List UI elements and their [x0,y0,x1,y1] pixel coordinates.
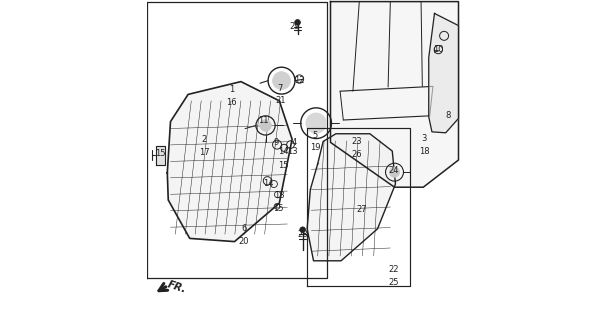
Text: 25: 25 [388,278,399,287]
Circle shape [273,72,291,90]
Text: 22: 22 [388,265,399,274]
Text: 28: 28 [297,230,308,239]
Text: 15: 15 [273,204,284,213]
Circle shape [389,167,400,177]
Text: 4: 4 [292,138,297,147]
Polygon shape [167,82,292,242]
Text: 9: 9 [273,138,279,147]
Text: 21: 21 [275,96,286,105]
Text: 17: 17 [199,148,210,156]
Text: 6: 6 [242,224,247,233]
Text: 27: 27 [356,205,367,214]
Circle shape [306,113,326,133]
Text: 12: 12 [294,76,305,85]
Text: FR.: FR. [166,280,187,295]
Circle shape [300,227,305,233]
Text: 18: 18 [419,147,430,156]
Polygon shape [330,2,459,187]
Circle shape [295,20,300,25]
Text: 13: 13 [287,147,297,156]
Text: 2: 2 [202,135,207,144]
Text: 29: 29 [289,22,300,31]
Text: 15: 15 [154,149,165,158]
Text: 14: 14 [264,179,274,188]
Text: 24: 24 [388,166,399,175]
Text: 23: 23 [352,137,362,146]
Polygon shape [307,134,395,261]
Text: 26: 26 [352,150,362,159]
Text: 19: 19 [310,143,321,152]
Text: 20: 20 [239,237,249,246]
Text: 11: 11 [258,116,268,124]
Text: 3: 3 [422,134,427,143]
Text: 14: 14 [278,147,289,156]
Polygon shape [156,146,165,165]
Text: 1: 1 [229,85,234,94]
Text: 15: 15 [278,161,289,170]
Text: 5: 5 [313,131,318,140]
Text: 8: 8 [445,111,451,120]
Text: 16: 16 [226,98,237,107]
Polygon shape [428,13,459,133]
Text: 10: 10 [433,45,444,54]
Text: 13: 13 [274,191,284,200]
Circle shape [260,120,272,131]
Text: 7: 7 [278,84,283,92]
